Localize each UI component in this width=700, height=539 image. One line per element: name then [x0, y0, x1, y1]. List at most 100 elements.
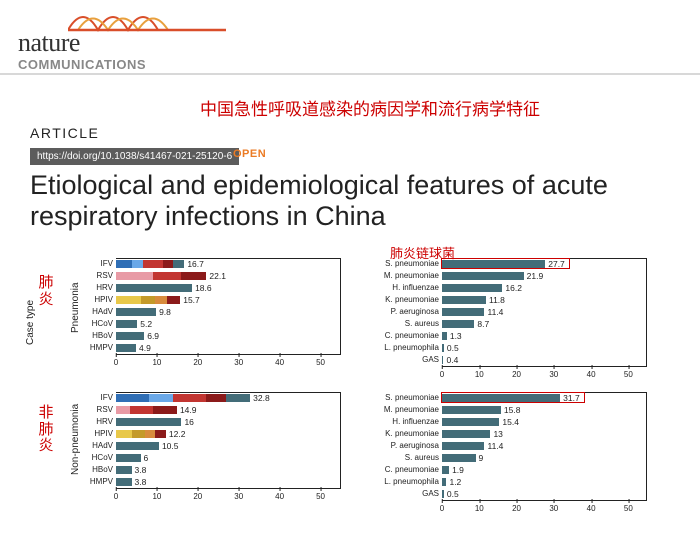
axis-tick: 30 — [234, 492, 243, 501]
bar — [442, 332, 447, 340]
bar-track: 5.2 — [116, 320, 341, 328]
row-label: S. pneumoniae — [380, 393, 442, 402]
bar-row: S. pneumoniae27.7 — [380, 258, 647, 269]
bar-value: 21.9 — [527, 271, 544, 281]
bar-row: RSV14.9 — [78, 404, 341, 415]
bar-value: 8.7 — [477, 319, 489, 329]
wave-icon — [68, 2, 228, 34]
row-label: C. pneumoniae — [380, 465, 442, 474]
bar-value: 16 — [184, 417, 193, 427]
bar-track: 11.4 — [442, 308, 647, 316]
bar-segment — [153, 406, 177, 414]
cn-pneumonia-label: 肺 炎 — [38, 275, 54, 308]
bar-row: L. pneumophila1.2 — [380, 476, 647, 487]
bar-value: 11.4 — [487, 441, 503, 451]
chart-left-nonpneumonia: IFV32.8RSV14.9HRV16HPIV12.2HAdV10.5HCoV6… — [78, 392, 341, 504]
bar-segment — [206, 394, 226, 402]
bar-row: L. pneumophila0.5 — [380, 342, 647, 353]
bar-track: 6.9 — [116, 332, 341, 340]
bar-track: 15.8 — [442, 406, 647, 414]
bar-row: HBoV6.9 — [78, 330, 341, 341]
bar-row: HRV 16 — [78, 416, 341, 427]
bar-track: 10.5 — [116, 442, 341, 450]
bar-row: HCoV5.2 — [78, 318, 341, 329]
bar-track: 8.7 — [442, 320, 647, 328]
axis-tick: 10 — [152, 492, 161, 501]
bar-segment — [116, 272, 136, 280]
row-label: M. pneumoniae — [380, 405, 442, 414]
bar-row: S. pneumoniae 31.7 — [380, 392, 647, 403]
journal-nature: nature — [18, 28, 80, 58]
bar-value: 3.8 — [135, 477, 147, 487]
bar-value: 1.2 — [449, 477, 461, 487]
bar-segment — [130, 406, 153, 414]
bar-value: 3.8 — [135, 465, 147, 475]
axis-tick: 0 — [114, 358, 118, 367]
axis-tick: 40 — [587, 504, 596, 513]
cn-title-annotation: 中国急性呼吸道感染的病因学和流行病学特征 — [200, 95, 540, 120]
x-axis: 01020304050 — [442, 500, 647, 516]
bar-value: 11.4 — [487, 307, 503, 317]
bar-row: HMPV 3.8 — [78, 476, 341, 487]
bar-value: 15.4 — [502, 417, 519, 427]
axis-tick: 40 — [275, 358, 284, 367]
article-label: ARTICLE — [30, 125, 99, 141]
bar-segment — [116, 332, 144, 340]
row-label: S. aureus — [380, 319, 442, 328]
axis-tick: 30 — [549, 504, 558, 513]
bar-segment — [116, 430, 132, 438]
row-label: HAdV — [78, 441, 116, 450]
bar-segment — [116, 344, 136, 352]
bar-track: 16 — [116, 418, 341, 426]
row-label: HBoV — [78, 331, 116, 340]
bar-row: S. aureus9 — [380, 452, 647, 463]
bar-segment — [143, 260, 163, 268]
bar — [442, 296, 486, 304]
bar-row: GAS0.5 — [380, 488, 647, 499]
row-label: K. pneumoniae — [380, 295, 442, 304]
bar-track: 9.8 — [116, 308, 341, 316]
bar-value: 16.7 — [187, 259, 204, 269]
bar-segment — [116, 466, 132, 474]
row-label: GAS — [380, 355, 442, 364]
article-title: Etiological and epidemiological features… — [30, 170, 670, 232]
row-label: HMPV — [78, 343, 116, 352]
row-label: M. pneumoniae — [380, 271, 442, 280]
row-label: HMPV — [78, 477, 116, 486]
bar-track: 1.2 — [442, 478, 647, 486]
bar-track: 13 — [442, 430, 647, 438]
axis-tick: 0 — [440, 370, 444, 379]
bar-track: 31.7 — [442, 394, 647, 402]
bar-segment — [116, 296, 141, 304]
bar-value: 13 — [493, 429, 502, 439]
chart-right-nonpneumonia: S. pneumoniae31.7M. pneumoniae15.8H. inf… — [380, 392, 647, 516]
bar-track: 1.3 — [442, 332, 647, 340]
row-label: HRV — [78, 417, 116, 426]
bar-segment — [173, 260, 184, 268]
bar — [442, 356, 443, 364]
axis-tick: 30 — [549, 370, 558, 379]
bar-segment — [145, 430, 155, 438]
row-label: P. aeruginosa — [380, 441, 442, 450]
bar-segment — [116, 478, 132, 486]
bar-track: 15.4 — [442, 418, 647, 426]
bar — [442, 418, 499, 426]
bar-track: 15.7 — [116, 296, 341, 304]
row-label: HPIV — [78, 295, 116, 304]
bar-track: 9 — [442, 454, 647, 462]
bar-row: C. pneumoniae1.9 — [380, 464, 647, 475]
bar-value: 15.7 — [183, 295, 200, 305]
axis-tick: 50 — [316, 492, 325, 501]
bar-value: 9 — [479, 453, 484, 463]
doi-badge: https://doi.org/10.1038/s41467-021-25120… — [30, 148, 239, 165]
x-axis: 01020304050 — [116, 354, 341, 370]
bar-track: 4.9 — [116, 344, 341, 352]
bar-track: 27.7 — [442, 260, 647, 268]
bar-segment — [116, 406, 130, 414]
bar-segment — [155, 296, 167, 304]
bar-value: 11.8 — [489, 295, 505, 305]
bar-segment — [132, 430, 144, 438]
bar — [442, 478, 446, 486]
bar-value: 31.7 — [563, 393, 580, 403]
bar-value: 15.8 — [504, 405, 521, 415]
